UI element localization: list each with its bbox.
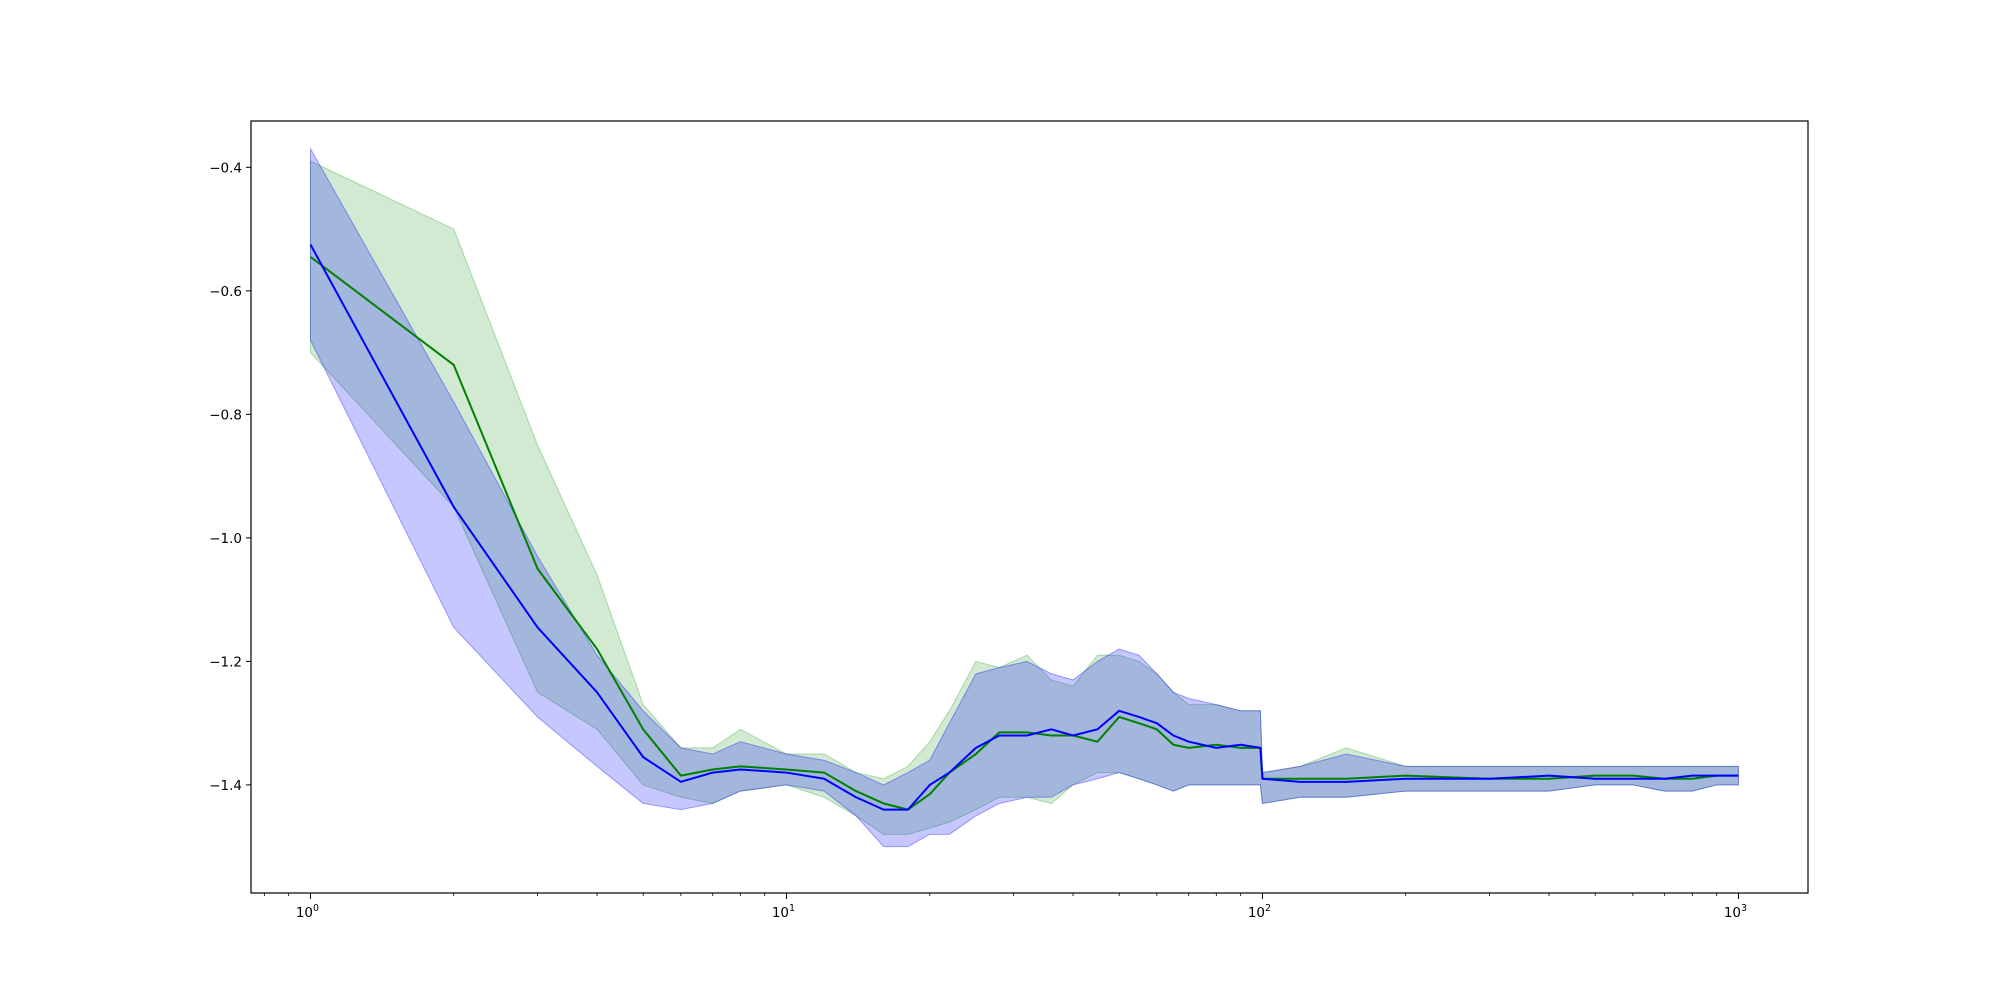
x-tick-label: 101 bbox=[772, 903, 795, 921]
x-tick-base: 10 bbox=[1724, 905, 1741, 921]
y-tick-label: −1.0 bbox=[209, 531, 242, 547]
y-tick-label: −0.4 bbox=[209, 160, 242, 176]
x-tick-exponent: 2 bbox=[1265, 903, 1271, 914]
y-tick-label: −0.8 bbox=[209, 407, 242, 423]
y-tick-label: −0.6 bbox=[209, 284, 242, 300]
y-tick-label: −1.2 bbox=[209, 654, 242, 670]
x-tick-label: 100 bbox=[296, 903, 319, 921]
x-tick-label: 102 bbox=[1248, 903, 1271, 921]
x-tick-base: 10 bbox=[1248, 905, 1265, 921]
y-tick-label: −1.4 bbox=[209, 778, 242, 794]
x-tick-base: 10 bbox=[296, 905, 313, 921]
x-tick-label: 103 bbox=[1724, 903, 1747, 921]
series-1-line bbox=[309, 256, 1739, 811]
x-tick-exponent: 1 bbox=[789, 903, 795, 914]
x-tick-base: 10 bbox=[772, 905, 789, 921]
x-tick-exponent: 0 bbox=[313, 903, 319, 914]
series-1-confidence-band bbox=[309, 160, 1739, 835]
series-2-confidence-band bbox=[309, 146, 1739, 848]
series-2-line bbox=[309, 244, 1739, 811]
plot-area bbox=[309, 146, 1739, 848]
x-tick-exponent: 3 bbox=[1741, 903, 1747, 914]
plot-frame bbox=[250, 120, 1809, 894]
